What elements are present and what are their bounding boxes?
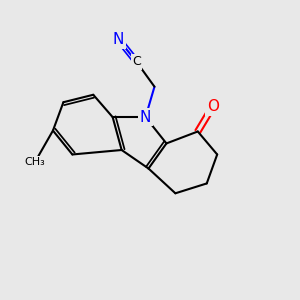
- Text: C: C: [132, 56, 141, 68]
- Text: CH₃: CH₃: [25, 157, 45, 167]
- Text: N: N: [140, 110, 151, 125]
- Text: O: O: [207, 99, 219, 114]
- Text: N: N: [113, 32, 124, 47]
